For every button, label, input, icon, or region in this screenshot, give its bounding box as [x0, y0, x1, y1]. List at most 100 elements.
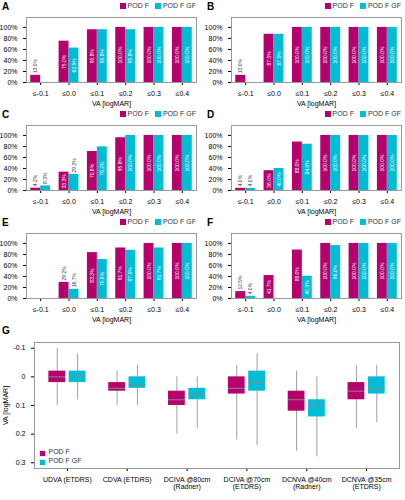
svg-text:100.0%: 100.0%	[379, 46, 385, 64]
svg-text:100.0%: 100.0%	[322, 262, 328, 280]
svg-text:0%: 0%	[212, 187, 222, 194]
svg-text:13.0%: 13.0%	[237, 59, 243, 74]
svg-text:95.8%: 95.8%	[127, 48, 133, 63]
svg-text:84.0%: 84.0%	[304, 160, 310, 175]
svg-text:100.0%: 100.0%	[146, 262, 152, 280]
svg-text:0.1: 0.1	[16, 402, 26, 409]
svg-text:≤0.4: ≤0.4	[176, 198, 190, 205]
svg-text:20%: 20%	[208, 176, 222, 183]
svg-text:80%: 80%	[3, 35, 17, 42]
svg-text:40%: 40%	[208, 165, 222, 172]
svg-text:87.5%: 87.5%	[127, 267, 133, 282]
svg-text:≤0.3: ≤0.3	[352, 198, 366, 205]
svg-text:0%: 0%	[7, 187, 17, 194]
svg-text:≤-0.1: ≤-0.1	[238, 90, 254, 97]
svg-text:8.3%: 8.3%	[42, 172, 48, 184]
svg-text:100.0%: 100.0%	[146, 46, 152, 64]
svg-text:DCIVA @70cm(ETDRS): DCIVA @70cm(ETDRS)	[224, 476, 271, 491]
svg-text:60%: 60%	[3, 262, 17, 269]
svg-text:≤0.1: ≤0.1	[91, 306, 105, 313]
svg-text:33.3%: 33.3%	[61, 174, 67, 189]
svg-text:≤0.2: ≤0.2	[119, 306, 133, 313]
svg-text:100.0%: 100.0%	[304, 46, 310, 64]
svg-text:40%: 40%	[208, 273, 222, 280]
svg-text:100.0%: 100.0%	[389, 262, 395, 280]
svg-text:4.0%: 4.0%	[237, 174, 243, 186]
svg-text:12.5%: 12.5%	[237, 275, 243, 290]
svg-text:100.0%: 100.0%	[332, 154, 338, 172]
svg-text:≤0.0: ≤0.0	[62, 198, 76, 205]
svg-text:70.8%: 70.8%	[89, 163, 95, 178]
svg-text:0%: 0%	[7, 295, 17, 302]
svg-text:DCNVA @40cm(Radner): DCNVA @40cm(Radner)	[282, 476, 332, 491]
svg-text:POD F: POD F	[49, 448, 70, 455]
svg-text:0: 0	[22, 373, 26, 380]
svg-text:29.2%: 29.2%	[71, 158, 77, 173]
svg-text:100.0%: 100.0%	[127, 154, 133, 172]
svg-text:20%: 20%	[208, 284, 222, 291]
svg-text:40%: 40%	[208, 57, 222, 64]
svg-text:100%: 100%	[0, 24, 18, 31]
svg-text:≤0.3: ≤0.3	[147, 90, 161, 97]
svg-text:100.0%: 100.0%	[351, 46, 357, 64]
svg-text:40%: 40%	[3, 57, 17, 64]
svg-text:POD F GF: POD F GF	[49, 457, 82, 464]
svg-text:100.0%: 100.0%	[156, 46, 162, 64]
svg-text:UDVA (ETDRS): UDVA (ETDRS)	[43, 476, 92, 484]
svg-text:≤-0.1: ≤-0.1	[238, 306, 254, 313]
svg-text:100.0%: 100.0%	[361, 262, 367, 280]
svg-text:16.7%: 16.7%	[71, 273, 77, 288]
svg-text:VA [logMAR]: VA [logMAR]	[2, 386, 10, 425]
svg-text:100.0%: 100.0%	[332, 46, 338, 64]
svg-text:91.7%: 91.7%	[117, 266, 123, 281]
svg-text:29.2%: 29.2%	[61, 266, 67, 281]
svg-text:DCNVA @35cm(ETDRS): DCNVA @35cm(ETDRS)	[342, 476, 392, 491]
svg-text:88.0%: 88.0%	[294, 159, 300, 174]
svg-text:≤0.0: ≤0.0	[62, 90, 76, 97]
svg-text:95.8%: 95.8%	[99, 48, 105, 63]
svg-text:≤0.3: ≤0.3	[147, 306, 161, 313]
svg-text:20%: 20%	[3, 284, 17, 291]
svg-text:100%: 100%	[205, 132, 223, 139]
svg-text:0.2: 0.2	[16, 430, 26, 437]
svg-text:≤0.1: ≤0.1	[91, 198, 105, 205]
svg-text:80%: 80%	[208, 143, 222, 150]
svg-text:40%: 40%	[3, 273, 17, 280]
svg-text:≤0.3: ≤0.3	[147, 198, 161, 205]
svg-text:≤0.4: ≤0.4	[381, 306, 395, 313]
svg-text:100.0%: 100.0%	[174, 154, 180, 172]
svg-text:100.0%: 100.0%	[174, 262, 180, 280]
svg-text:95.8%: 95.8%	[117, 156, 123, 171]
svg-text:≤0.1: ≤0.1	[296, 306, 310, 313]
svg-text:100%: 100%	[0, 240, 18, 247]
svg-text:4.0%: 4.0%	[247, 282, 253, 294]
svg-text:79.2%: 79.2%	[99, 161, 105, 176]
svg-text:≤0.1: ≤0.1	[296, 198, 310, 205]
svg-text:100.0%: 100.0%	[322, 154, 328, 172]
svg-text:83.3%: 83.3%	[89, 268, 95, 283]
svg-text:100%: 100%	[0, 132, 18, 139]
svg-text:DCIVA @80cm(Radner): DCIVA @80cm(Radner)	[164, 476, 211, 491]
svg-text:0.3: 0.3	[16, 459, 26, 466]
svg-text:0%: 0%	[7, 79, 17, 86]
svg-text:95.8%: 95.8%	[89, 48, 95, 63]
svg-text:≤0.2: ≤0.2	[324, 198, 338, 205]
svg-text:40.5%: 40.5%	[304, 280, 310, 295]
svg-text:100.0%: 100.0%	[184, 154, 190, 172]
svg-text:≤0.2: ≤0.2	[324, 306, 338, 313]
svg-text:VA [logMAR]: VA [logMAR]	[92, 316, 131, 324]
svg-text:4.2%: 4.2%	[32, 174, 38, 186]
svg-text:100%: 100%	[205, 240, 223, 247]
svg-text:96.0%: 96.0%	[332, 264, 338, 279]
svg-text:80%: 80%	[208, 251, 222, 258]
svg-text:≤0.0: ≤0.0	[62, 306, 76, 313]
svg-text:≤0.4: ≤0.4	[381, 90, 395, 97]
svg-text:100.0%: 100.0%	[174, 46, 180, 64]
svg-text:100.0%: 100.0%	[389, 154, 395, 172]
svg-text:VA [logMAR]: VA [logMAR]	[92, 208, 131, 216]
svg-text:100.0%: 100.0%	[351, 262, 357, 280]
svg-text:36.0%: 36.0%	[266, 173, 272, 188]
svg-text:100.0%: 100.0%	[322, 46, 328, 64]
svg-text:60%: 60%	[208, 154, 222, 161]
svg-text:60%: 60%	[208, 46, 222, 53]
